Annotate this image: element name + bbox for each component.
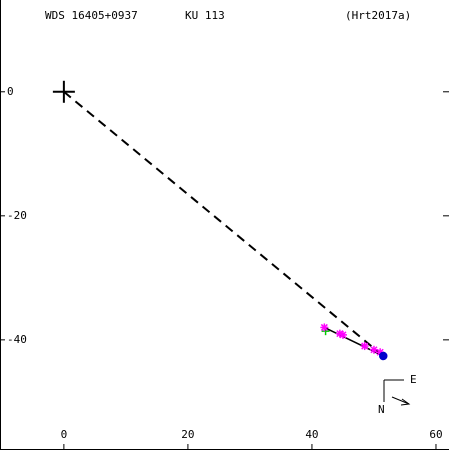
primary-star <box>52 80 75 103</box>
chart-subtitle: KU 113 <box>185 9 225 22</box>
compass <box>383 379 411 406</box>
x-tick-label: 40 <box>305 428 318 441</box>
separation-line <box>63 91 384 357</box>
observation <box>379 351 388 361</box>
observation <box>320 323 329 332</box>
x-tick-label: 0 <box>61 428 68 441</box>
chart-title: WDS 16405+0937 <box>45 9 138 22</box>
observation <box>338 330 347 339</box>
stroke <box>361 342 369 350</box>
stroke <box>370 346 378 354</box>
compass-north: N <box>378 403 385 416</box>
stroke <box>339 331 347 339</box>
x-tick-label: 20 <box>181 428 194 441</box>
observation <box>369 345 378 354</box>
compass-arrowhead <box>400 398 411 406</box>
observation <box>360 342 369 351</box>
stroke <box>336 330 344 338</box>
y-tick-label: -20 <box>7 209 27 222</box>
compass-east: E <box>410 373 417 386</box>
compass-arrow <box>391 396 410 405</box>
stroke <box>376 348 384 356</box>
x-tick-label: 60 <box>429 428 442 441</box>
reference: (Hrt2017a) <box>345 9 411 22</box>
dot <box>379 351 388 361</box>
y-tick-label: -40 <box>7 333 27 346</box>
stroke <box>320 323 328 331</box>
y-tick-label: 0 <box>7 85 14 98</box>
